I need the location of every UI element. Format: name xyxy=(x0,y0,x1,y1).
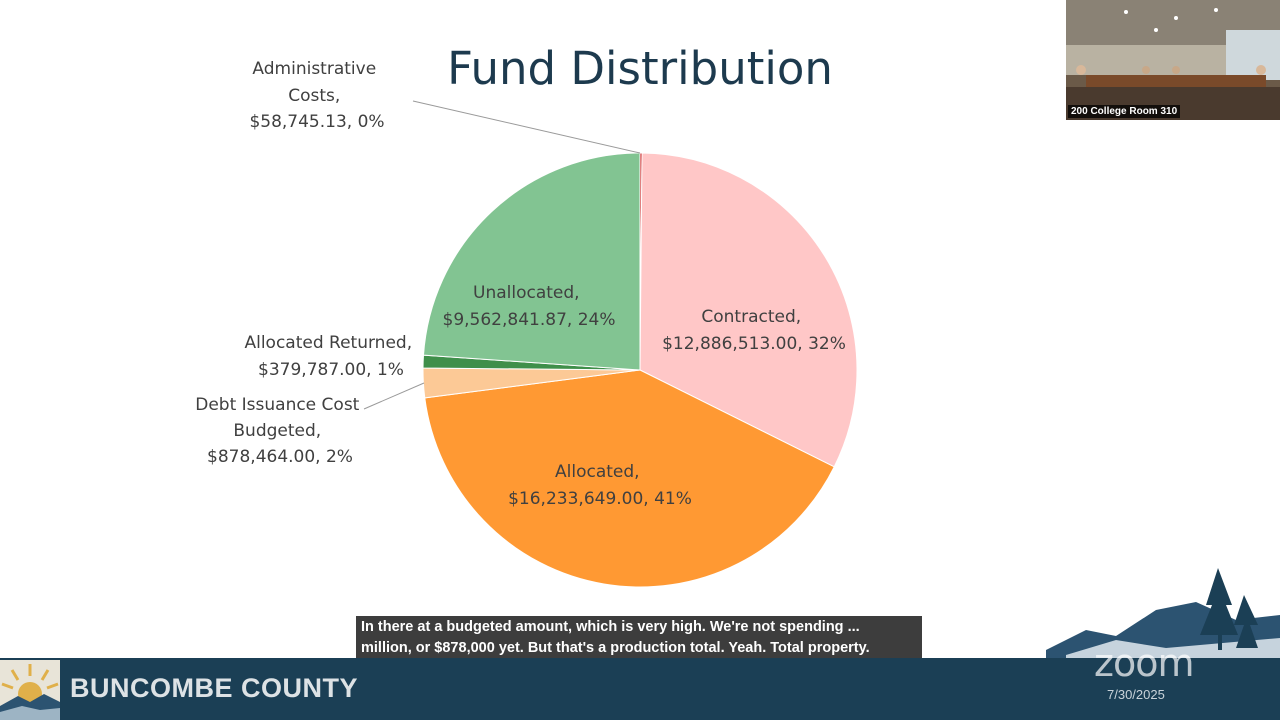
label-allocated-returned: Allocated Returned, $379,787.00, 1% xyxy=(244,333,417,380)
room-label: 200 College Room 310 xyxy=(1068,105,1181,118)
leader-line-debt-issuance xyxy=(363,382,425,410)
label-administrative: Administrative Costs, $58,745.13, 0% xyxy=(249,59,384,132)
live-caption: In there at a budgeted amount, which is … xyxy=(356,616,922,660)
county-logo-icon xyxy=(0,660,60,720)
slide-title: Fund Distribution xyxy=(447,42,833,95)
mountain-decoration xyxy=(1046,568,1280,664)
label-allocated: Allocated, $16,233,649.00, 41% xyxy=(508,462,692,509)
label-contracted: Contracted, $12,886,513.00, 32% xyxy=(662,307,846,354)
label-debt-issuance: Debt Issuance Cost Budgeted, $878,464.00… xyxy=(195,395,365,467)
recording-date: 7/30/2025 xyxy=(1107,687,1165,702)
caption-line-1: In there at a budgeted amount, which is … xyxy=(361,619,860,635)
pie-chart: Administrative Costs, $58,745.13, 0% Con… xyxy=(195,59,858,588)
footer-bar xyxy=(0,658,1280,720)
pie-slice-contracted xyxy=(639,152,858,468)
pie-slice-allocated xyxy=(424,369,835,588)
caption-line-2: million, or $878,000 yet. But that's a p… xyxy=(361,640,870,656)
label-unallocated: Unallocated, $9,562,841.87, 24% xyxy=(443,283,616,330)
county-name: BUNCOMBE COUNTY xyxy=(70,673,358,703)
pie-slice-unallocated xyxy=(422,152,641,371)
leader-line-administrative xyxy=(412,100,641,154)
participant-video-tile[interactable]: 200 College Room 310 xyxy=(1066,0,1280,120)
room-video-feed xyxy=(1066,0,1280,120)
zoom-watermark: zoom xyxy=(1094,641,1194,685)
